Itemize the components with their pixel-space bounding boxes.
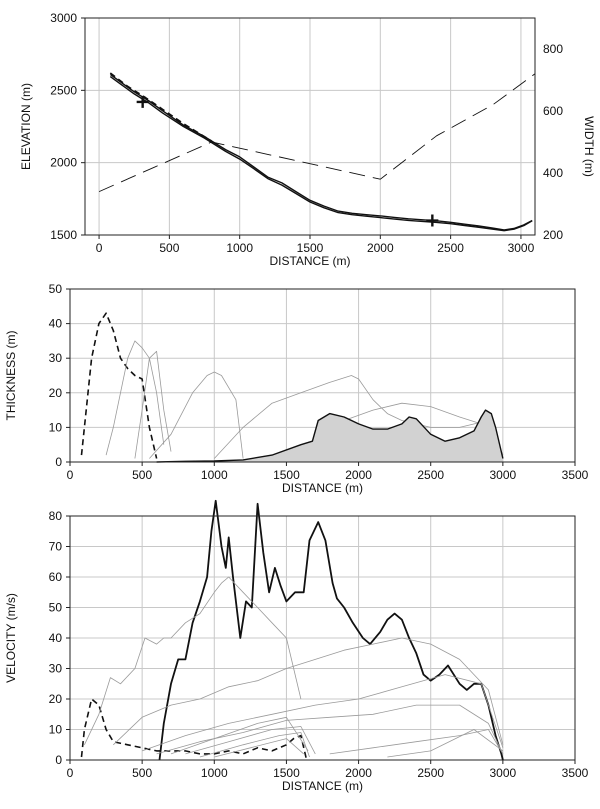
y2-tick-label: 400 (543, 166, 563, 180)
series-line-3 (84, 576, 302, 745)
x-tick-label: 1500 (273, 468, 300, 482)
x-tick-label: 0 (96, 241, 103, 255)
series-line-9 (199, 732, 310, 758)
x-tick-label: 2500 (417, 766, 444, 780)
x-tick-label: 2500 (437, 241, 464, 255)
y2-axis-label: WIDTH (m) (582, 116, 596, 177)
y-tick-label: 80 (49, 509, 63, 523)
y-tick-label: 10 (49, 420, 63, 434)
series-line-3 (134, 350, 172, 459)
series-line-2 (109, 76, 533, 232)
series-line-12 (387, 729, 504, 758)
y-tick-label: 0 (55, 455, 62, 469)
x-tick-label: 3500 (562, 766, 589, 780)
series-line-2 (105, 340, 165, 456)
series-line-4 (98, 73, 536, 193)
y-tick-label: 2000 (50, 156, 77, 170)
x-tick-label: 500 (132, 766, 152, 780)
x-tick-label: 1000 (226, 241, 253, 255)
y-tick-label: 70 (49, 540, 63, 554)
x-tick-label: 3500 (562, 468, 589, 482)
y-tick-label: 3000 (50, 11, 77, 25)
y2-tick-label: 800 (543, 42, 563, 56)
panel-3: 0 500 1000 1500 2000 2500 3000 3500 0 10 20 30 40 50 6… (4, 499, 589, 793)
x-tick-label: 2000 (345, 468, 372, 482)
y-tick-label: 50 (49, 282, 63, 296)
series-line-5 (141, 674, 504, 752)
x-tick-label: 1000 (201, 766, 228, 780)
x-tick-label: 0 (67, 766, 74, 780)
panel-2: 0 500 1000 1500 2000 2500 3000 3500 0 10 20 30 40 50 D… (4, 282, 589, 495)
series-line-6 (156, 704, 504, 755)
y-tick-label: 1500 (50, 228, 77, 242)
x-tick-label: 2000 (345, 766, 372, 780)
y2-tick-label: 600 (543, 104, 563, 118)
y-tick-label: 20 (49, 386, 63, 400)
x-axis-label: DISTANCE (m) (282, 779, 363, 793)
series-line-4 (149, 371, 244, 459)
panel-1: 0 500 1000 1500 2000 2500 3000 1500 2000 2500 3000… (19, 11, 596, 268)
x-tick-label: 500 (159, 241, 179, 255)
y-tick-label: 30 (49, 351, 63, 365)
x-tick-label: 3000 (490, 468, 517, 482)
y-tick-label: 60 (49, 570, 63, 584)
series-line-1 (109, 73, 533, 231)
y-axis-label: ELEVATION (m) (19, 83, 33, 170)
y-axis-label: THICKNESS (m) (4, 330, 18, 420)
thickness-fill-area (156, 410, 503, 462)
series-line-2 (158, 499, 504, 761)
series-line-1 (80, 312, 158, 459)
y-tick-label: 10 (49, 723, 63, 737)
x-axis-label: DISTANCE (m) (269, 254, 350, 268)
x-tick-label: 2000 (367, 241, 394, 255)
y-tick-label: 40 (49, 317, 63, 331)
series-line-7 (156, 409, 504, 463)
x-tick-label: 3000 (508, 241, 535, 255)
y-tick-label: 30 (49, 662, 63, 676)
x-tick-label: 0 (67, 468, 74, 482)
series-line-11 (329, 729, 504, 755)
series-line-3 (109, 72, 213, 142)
series-line-5 (214, 375, 504, 459)
plot-frame (69, 288, 576, 463)
x-tick-label: 1500 (297, 241, 324, 255)
x-tick-label: 3000 (490, 766, 517, 780)
y2-tick-label: 200 (543, 228, 563, 242)
x-tick-label: 1000 (201, 468, 228, 482)
cross-marker (136, 95, 149, 108)
y-tick-label: 50 (49, 601, 63, 615)
y-tick-label: 2500 (50, 83, 77, 97)
y-tick-label: 20 (49, 692, 63, 706)
series-line-7 (170, 716, 309, 755)
y-tick-label: 0 (55, 753, 62, 767)
x-axis-label: DISTANCE (m) (282, 481, 363, 495)
series-line-1 (80, 698, 308, 761)
x-tick-label: 500 (132, 468, 152, 482)
series-line-10 (214, 738, 304, 758)
y-tick-label: 40 (49, 631, 63, 645)
x-tick-label: 2500 (417, 468, 444, 482)
cross-marker (426, 214, 439, 227)
series-line-4 (113, 637, 504, 746)
x-tick-label: 1500 (273, 766, 300, 780)
series-line-8 (185, 726, 316, 755)
y-axis-label: VELOCITY (m/s) (4, 593, 18, 683)
